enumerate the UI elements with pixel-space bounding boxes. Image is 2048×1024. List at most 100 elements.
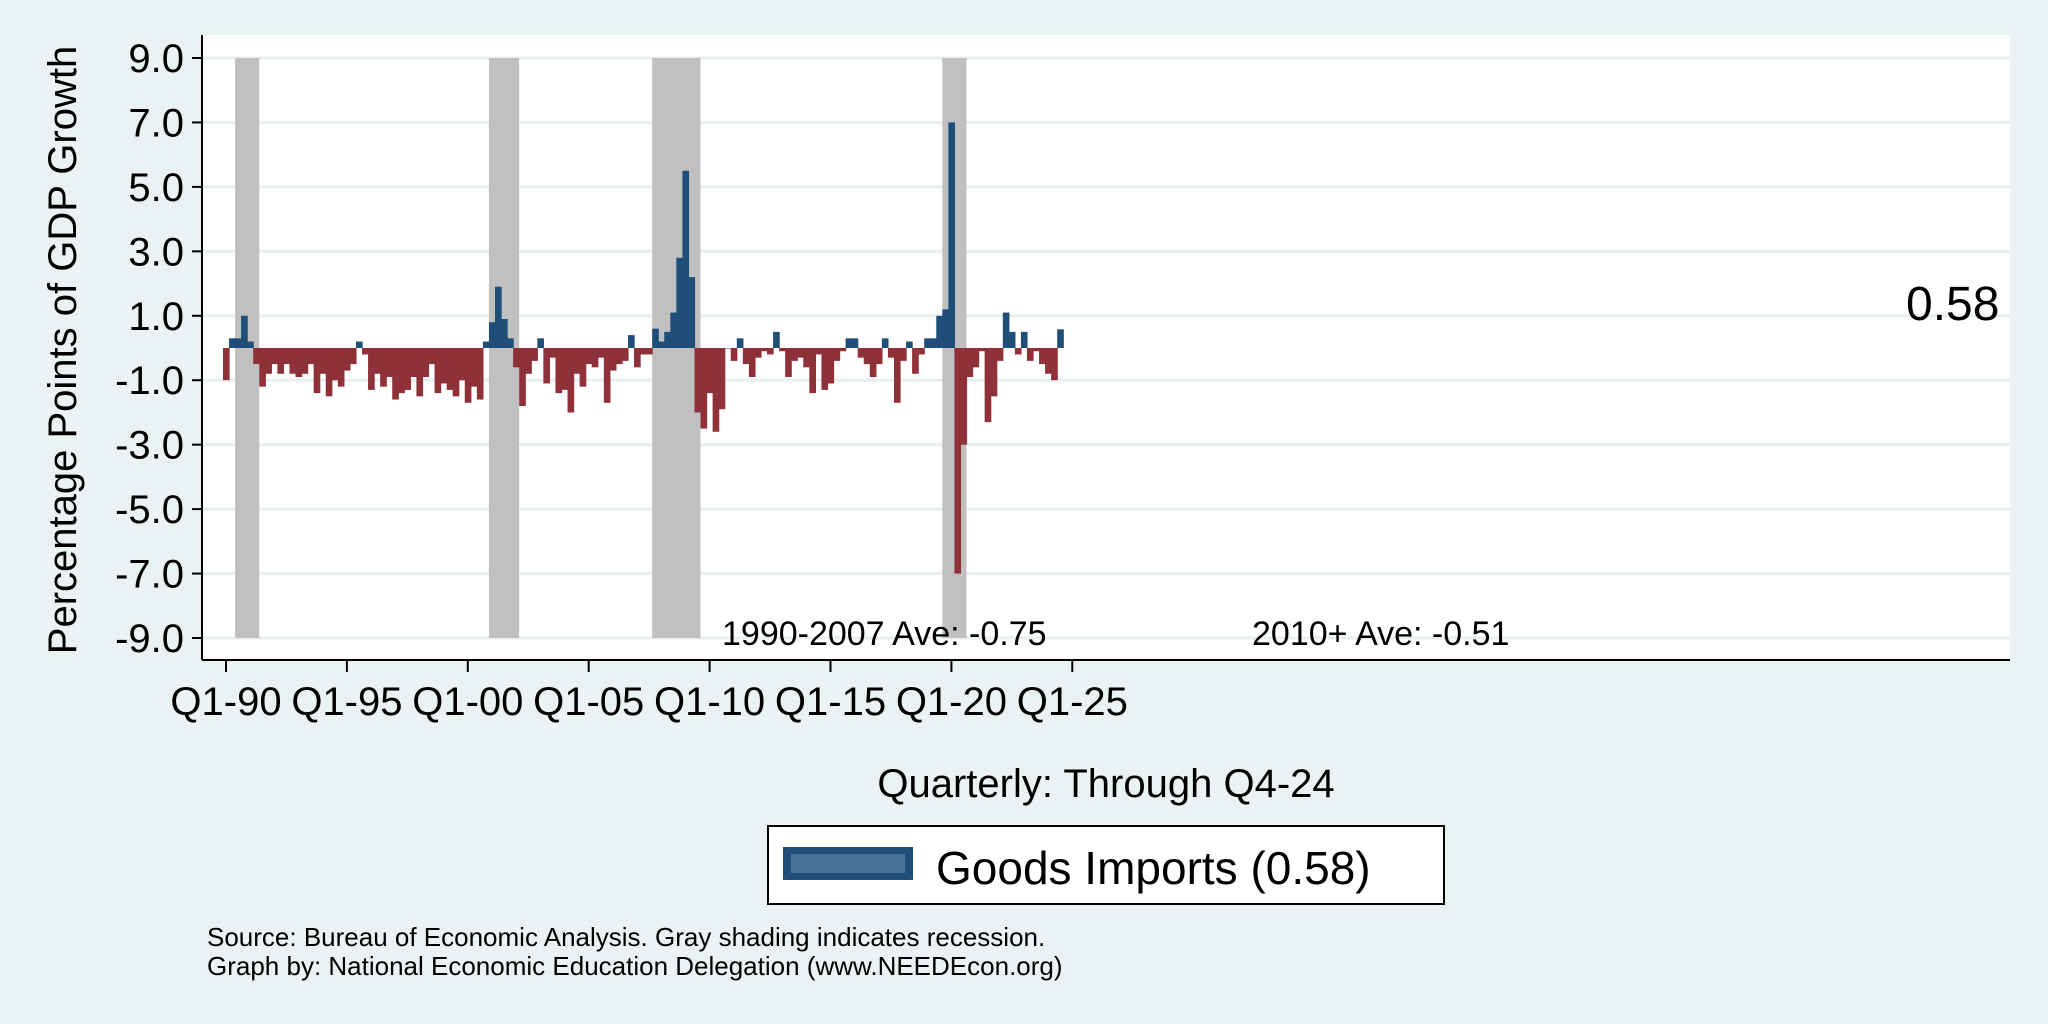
bar bbox=[422, 348, 430, 377]
bar bbox=[1008, 331, 1016, 348]
bar bbox=[531, 348, 538, 361]
bar bbox=[1026, 348, 1034, 361]
bar bbox=[1057, 329, 1064, 348]
bar bbox=[591, 348, 599, 368]
bar bbox=[398, 348, 405, 394]
bar bbox=[658, 341, 665, 348]
bar bbox=[942, 309, 949, 348]
bar bbox=[972, 348, 980, 368]
x-tick-label: Q1-25 bbox=[1017, 680, 1128, 724]
bar bbox=[881, 338, 889, 348]
bar bbox=[585, 348, 593, 365]
bar bbox=[791, 348, 798, 361]
bar bbox=[900, 348, 907, 361]
legend-swatch-inner bbox=[791, 854, 905, 873]
bar bbox=[634, 348, 641, 368]
bar bbox=[283, 348, 291, 365]
bar bbox=[1045, 348, 1052, 374]
bar bbox=[767, 348, 774, 355]
bar bbox=[301, 348, 309, 374]
bar bbox=[773, 331, 780, 348]
bar bbox=[809, 348, 816, 394]
bar bbox=[446, 348, 454, 390]
bar bbox=[615, 348, 623, 365]
bar bbox=[875, 348, 883, 365]
bar bbox=[537, 338, 544, 348]
y-tick-label: -3.0 bbox=[115, 424, 184, 468]
bar bbox=[470, 348, 478, 387]
bar bbox=[495, 286, 502, 348]
bar bbox=[434, 348, 442, 394]
bar bbox=[229, 338, 236, 348]
y-tick-label: 5.0 bbox=[128, 166, 184, 210]
bar bbox=[960, 348, 968, 445]
bar bbox=[519, 348, 526, 406]
bar bbox=[555, 348, 563, 394]
y-ticks: 9.0 7.0 5.0 3.0 1.0 -1.0 -3.0 -5.0 -7.0 -9.0 bbox=[115, 37, 202, 661]
bar bbox=[501, 319, 508, 348]
bar bbox=[706, 348, 714, 394]
bar bbox=[833, 348, 841, 361]
bar bbox=[954, 348, 962, 574]
credit-note: Graph by: National Economic Education De… bbox=[207, 951, 1063, 981]
bar bbox=[482, 341, 490, 348]
bar bbox=[621, 348, 629, 361]
bar bbox=[827, 348, 835, 384]
bar bbox=[724, 348, 732, 349]
bar bbox=[374, 348, 381, 374]
bar bbox=[253, 348, 260, 365]
bar bbox=[416, 348, 424, 397]
bar bbox=[797, 348, 804, 358]
bar bbox=[712, 348, 720, 432]
source-note: Source: Bureau of Economic Analysis. Gra… bbox=[207, 922, 1046, 952]
end-value-label: 0.58 bbox=[1906, 278, 1999, 331]
bar bbox=[996, 348, 1004, 361]
bar bbox=[247, 341, 254, 348]
x-tick-label: Q1-90 bbox=[170, 680, 281, 724]
bar bbox=[404, 348, 411, 390]
bar bbox=[241, 315, 248, 348]
bar bbox=[488, 322, 496, 348]
bar bbox=[603, 348, 611, 403]
bar bbox=[918, 348, 925, 355]
bar bbox=[222, 348, 230, 381]
bar bbox=[295, 348, 303, 377]
y-tick-label: -9.0 bbox=[115, 617, 184, 661]
bar bbox=[688, 277, 696, 348]
bar bbox=[573, 348, 581, 374]
y-tick-label: 7.0 bbox=[128, 101, 184, 145]
bar bbox=[760, 348, 768, 352]
bar bbox=[857, 348, 865, 358]
bar bbox=[815, 348, 823, 355]
y-tick-label: 9.0 bbox=[128, 37, 184, 81]
bar bbox=[349, 348, 357, 365]
bar bbox=[235, 338, 242, 348]
bar bbox=[984, 348, 992, 423]
bar bbox=[676, 257, 683, 348]
bar bbox=[368, 348, 375, 390]
bar bbox=[355, 341, 363, 348]
bar bbox=[1002, 312, 1010, 348]
x-axis-title: Quarterly: Through Q4-24 bbox=[877, 762, 1334, 806]
bar bbox=[271, 348, 278, 365]
bar bbox=[259, 348, 266, 387]
bar bbox=[380, 348, 387, 387]
x-tick-label: Q1-15 bbox=[775, 680, 886, 724]
bar bbox=[845, 338, 853, 348]
bar bbox=[549, 348, 557, 358]
bar bbox=[730, 348, 738, 361]
x-tick-label: Q1-00 bbox=[412, 680, 523, 724]
y-tick-label: -1.0 bbox=[115, 359, 184, 403]
bar bbox=[325, 348, 333, 397]
bar bbox=[652, 328, 659, 348]
bar bbox=[307, 348, 315, 365]
bar bbox=[561, 348, 569, 390]
bar bbox=[682, 170, 690, 348]
bar bbox=[313, 348, 321, 394]
bar bbox=[392, 348, 399, 400]
bar bbox=[803, 348, 810, 368]
bar bbox=[978, 348, 986, 352]
bar bbox=[966, 348, 974, 377]
bar bbox=[579, 348, 587, 387]
bar bbox=[1051, 348, 1058, 381]
